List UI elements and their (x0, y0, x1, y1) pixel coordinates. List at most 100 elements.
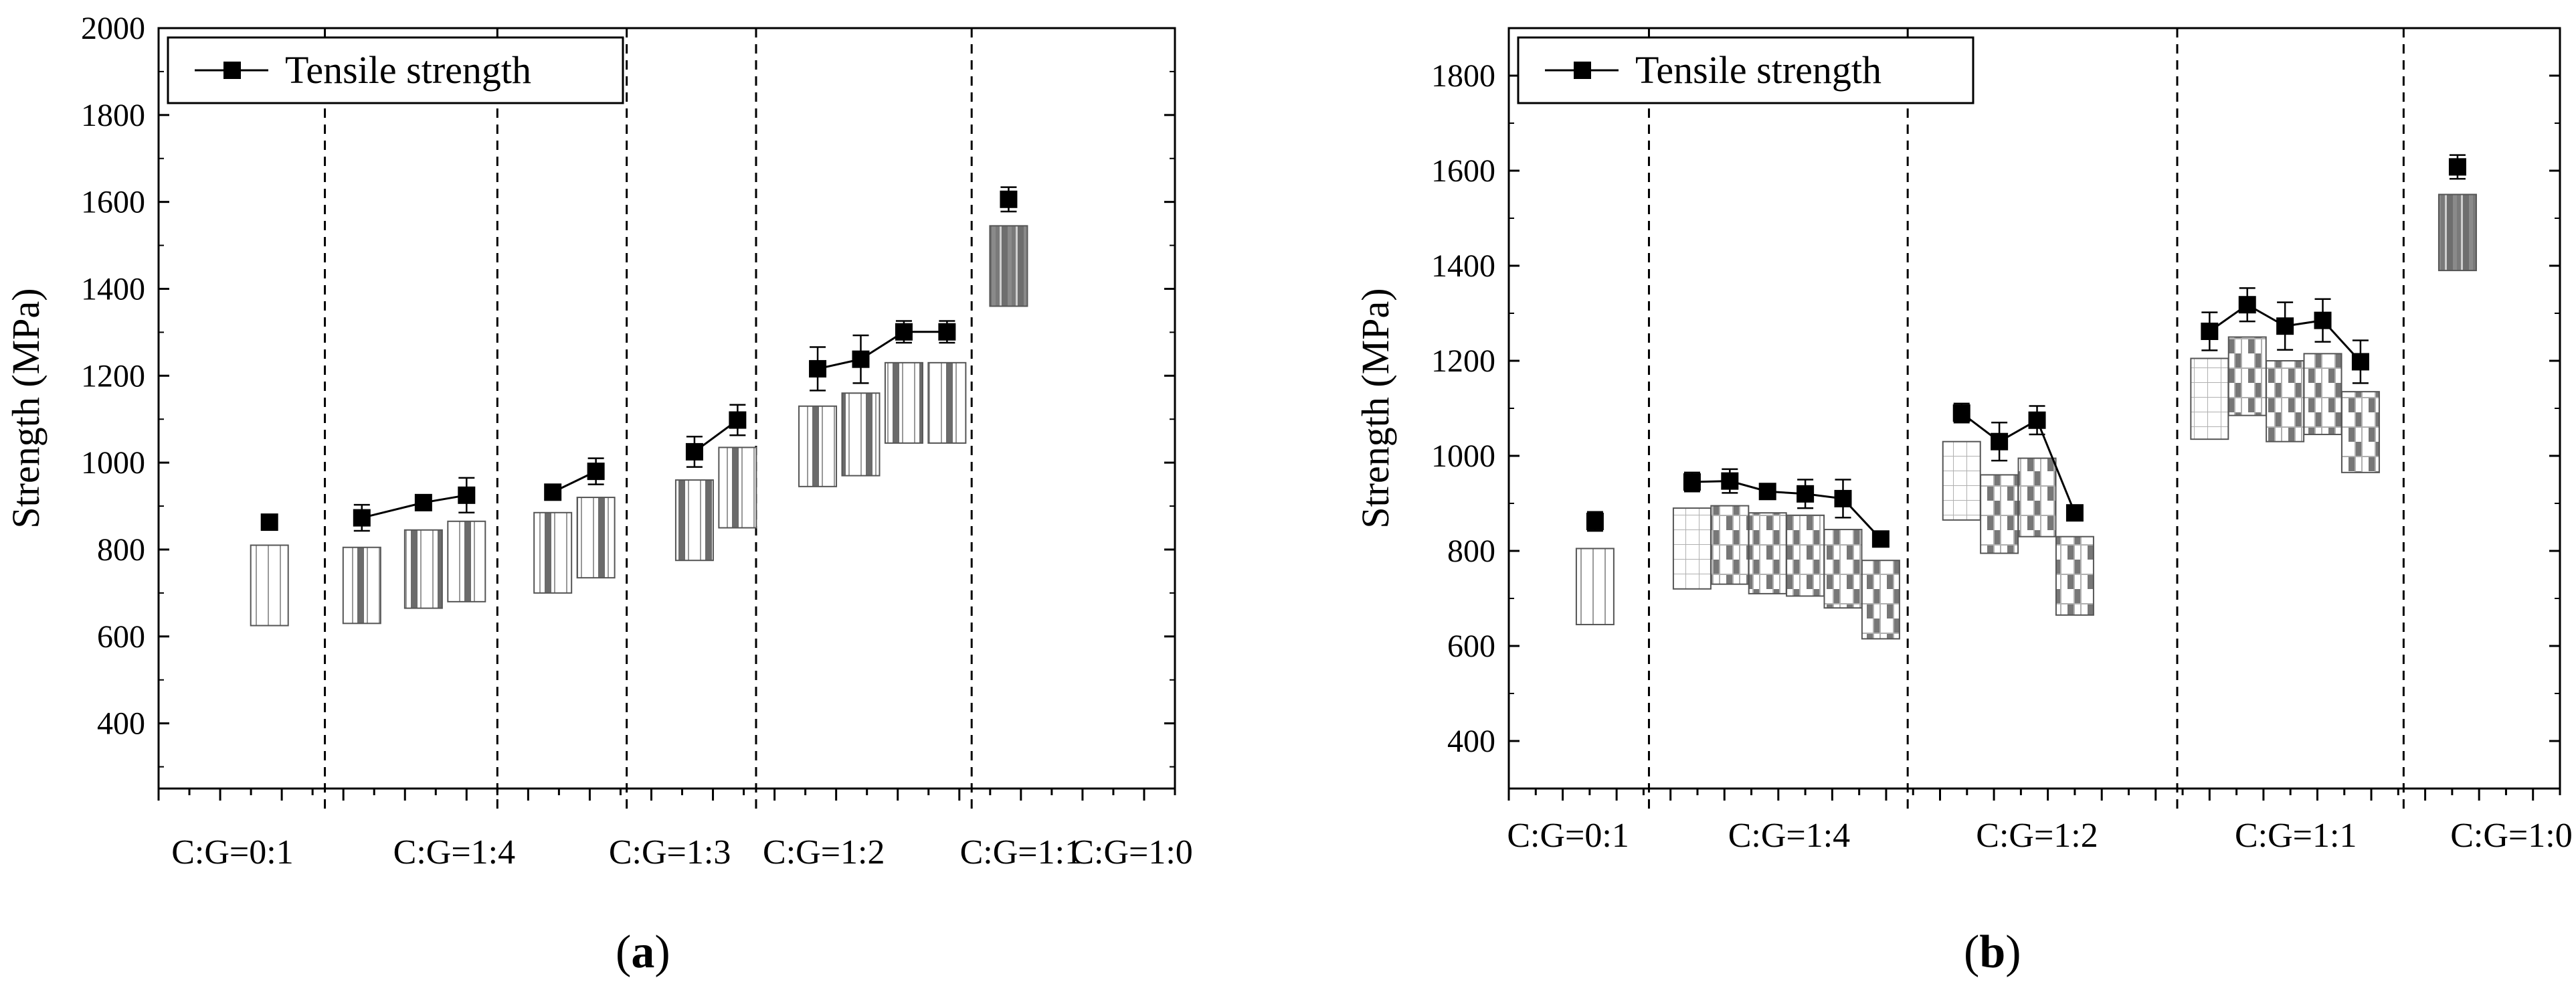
layup-specimen (1786, 514, 1825, 597)
legend-marker (1574, 62, 1591, 79)
y-tick-label: 1000 (1431, 438, 1495, 474)
data-point (2201, 322, 2219, 340)
y-tick-label: 1800 (1431, 58, 1495, 94)
y-tick-label: 1600 (81, 185, 145, 220)
series-line (1960, 412, 2076, 513)
data-point (544, 483, 562, 501)
data-point (1991, 432, 2009, 450)
legend-marker (223, 62, 241, 79)
group-label: C:G=1:1 (2235, 817, 2357, 855)
data-point (2238, 296, 2256, 314)
y-tick-label: 800 (97, 532, 145, 568)
layup-specimen (798, 405, 838, 487)
plot-frame (157, 27, 1176, 790)
layup-specimen (718, 446, 757, 529)
data-point (2351, 353, 2369, 371)
plot-frame (1507, 27, 2561, 790)
layup-specimen (250, 544, 289, 627)
layup-specimen (674, 479, 714, 562)
layup-specimen (2227, 336, 2267, 416)
layup-specimen (1672, 507, 1712, 590)
y-tick-label: 1400 (81, 271, 145, 307)
panel-label: (b) (1964, 926, 2021, 978)
layup-specimen (1575, 548, 1615, 626)
panel-label: (a) (616, 926, 670, 978)
data-point (2028, 411, 2046, 429)
group-label: C:G=1:4 (1728, 817, 1850, 855)
group-label: C:G=1:2 (1976, 817, 2098, 855)
y-tick-label: 800 (1447, 533, 1495, 569)
y-tick-label: 600 (1447, 629, 1495, 664)
layup-specimen (1710, 505, 1750, 585)
layup-specimen (403, 529, 443, 609)
series-line (817, 331, 947, 370)
legend-label: Tensile strength (285, 48, 531, 92)
layup-specimen (989, 225, 1028, 307)
data-point (2065, 504, 2084, 522)
layup-specimen (841, 392, 881, 477)
y-tick-label: 1600 (1431, 153, 1495, 189)
layup-specimen (884, 361, 923, 444)
layup-specimen (2266, 360, 2305, 442)
data-point (1871, 530, 1890, 548)
group-label: C:G=1:0 (1071, 833, 1192, 872)
layup-specimen (1748, 512, 1787, 594)
layup-specimen (2055, 536, 2094, 616)
y-tick-label: 1200 (1431, 343, 1495, 379)
legend-label: Tensile strength (1635, 48, 1881, 92)
data-point (938, 323, 956, 341)
data-point (1952, 404, 1970, 422)
chart-panel-a: 400 600 800 1000 1200 1400 1600 1800 2000 C:G=0:1… (4, 11, 1193, 978)
y-axis-title: Strength (MPa) (1354, 288, 1397, 528)
data-point (852, 350, 870, 368)
layup-specimen (1942, 440, 1981, 521)
group-label: C:G=1:3 (609, 833, 731, 872)
layup-specimen (2437, 193, 2477, 272)
layup-specimen (1980, 474, 2019, 554)
y-tick-label: 2000 (81, 11, 145, 46)
y-tick-label: 1000 (81, 445, 145, 481)
group-label: C:G=1:4 (393, 833, 515, 872)
data-point (1834, 489, 1852, 507)
group-label: C:G=1:0 (2450, 817, 2572, 855)
data-point (895, 323, 913, 341)
layup-specimen (2340, 391, 2380, 473)
data-point (729, 411, 747, 429)
data-point (1000, 190, 1018, 208)
layup-specimen (1861, 560, 1900, 640)
layup-specimen (342, 546, 381, 625)
group-label: C:G=0:1 (1507, 817, 1629, 855)
y-axis-title: Strength (MPa) (4, 288, 48, 528)
layup-specimen (533, 511, 573, 594)
y-tick-label: 1800 (81, 98, 145, 133)
series-line (361, 494, 467, 519)
data-point (685, 442, 703, 461)
data-point (1586, 512, 1604, 530)
data-point (809, 359, 827, 378)
layup-specimen (2017, 457, 2057, 538)
data-point (353, 509, 371, 527)
y-tick-label: 600 (97, 619, 145, 655)
data-point (260, 513, 278, 531)
y-tick-label: 1400 (1431, 248, 1495, 284)
data-point (587, 463, 605, 481)
data-point (2448, 158, 2466, 176)
chart-panel-b: 400 600 800 1000 1200 1400 1600 1800 C:G=0:1 C:G=… (1354, 27, 2573, 978)
data-point (1683, 473, 1701, 491)
data-point (2314, 311, 2332, 329)
data-point (414, 493, 432, 511)
group-label: C:G=1:1 (960, 833, 1082, 872)
data-point (458, 486, 476, 504)
layup-specimen (927, 361, 967, 444)
data-point (2276, 317, 2294, 335)
layup-specimen (1823, 529, 1863, 609)
y-tick-label: 400 (1447, 724, 1495, 759)
layup-specimen (576, 497, 616, 579)
group-label: C:G=1:2 (763, 833, 885, 872)
data-point (1758, 483, 1776, 501)
group-label: C:G=0:1 (171, 833, 293, 872)
data-point (1797, 485, 1815, 503)
y-tick-label: 400 (97, 706, 145, 742)
layup-specimen (447, 520, 486, 602)
